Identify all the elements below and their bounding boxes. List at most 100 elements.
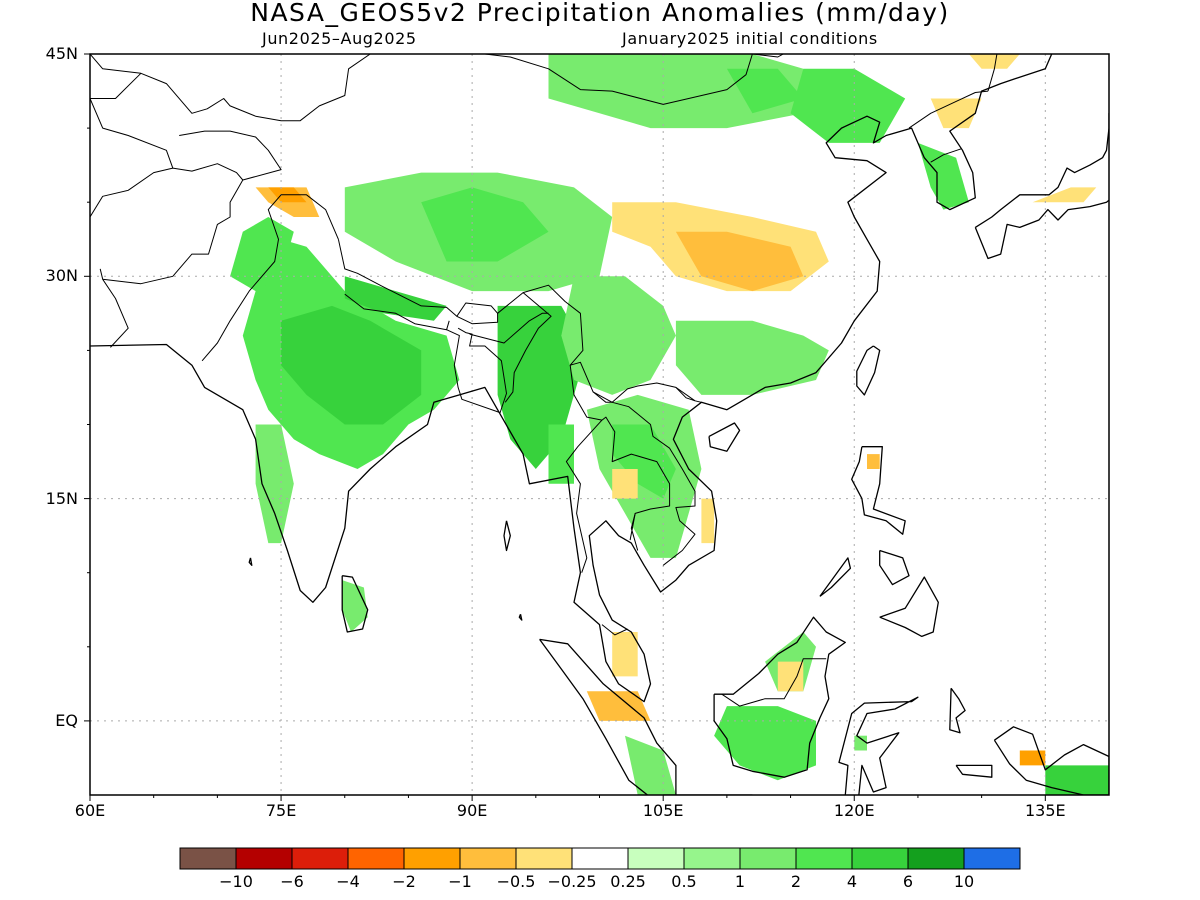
anomaly-region-manchuria-dry <box>968 54 1020 69</box>
colorbar-label: 10 <box>953 872 975 891</box>
border-himalaya-north <box>337 239 696 403</box>
coastline-taiwan <box>856 345 881 396</box>
coastline-visayas <box>879 549 910 586</box>
coastline-halmahera <box>949 687 966 734</box>
border-assam <box>469 312 549 344</box>
forecast-period: Jun2025–Aug2025 <box>262 29 417 48</box>
colorbar-swatch <box>571 847 629 870</box>
border-afghanistan <box>90 163 244 285</box>
border-tajik-kyrgyz <box>179 130 282 181</box>
anomaly-region-ne-korea <box>930 98 982 129</box>
anomaly-region-laos-core <box>612 424 676 499</box>
anomaly-region-vietnam-coast <box>701 498 715 544</box>
colorbar-swatch <box>235 847 293 870</box>
coastline-nicobar <box>518 613 523 621</box>
border-kazakh <box>90 54 371 122</box>
border-bhutan <box>456 313 499 325</box>
colorbar-label: −0.25 <box>547 872 597 891</box>
lon-label-120e: 120E <box>833 801 875 820</box>
lon-label-60e: 60E <box>74 801 106 820</box>
colorbar-label: −6 <box>280 872 304 891</box>
border-uzbek <box>90 72 142 99</box>
coastline-layer <box>90 39 1134 795</box>
border-myanmar-thailand <box>565 365 603 573</box>
coastline-seram <box>955 764 993 778</box>
colorbar-swatch <box>907 847 965 870</box>
colorbar-swatch <box>403 847 461 870</box>
anomaly-region-nepal-himalaya <box>344 276 447 321</box>
border-laos-thailand <box>601 416 671 541</box>
colorbar-label: −10 <box>219 872 253 891</box>
anomaly-region-sumatra-south <box>625 735 676 795</box>
anomaly-region-south-china <box>675 320 829 395</box>
coastline-sri-lanka <box>341 575 369 633</box>
border-mongolia-china-e <box>752 54 785 58</box>
initial-conditions: January2025 initial conditions <box>622 29 878 48</box>
anomaly-region-sichuan-yunnan <box>561 276 676 395</box>
anomaly-region-myanmar-south <box>548 424 574 484</box>
colorbar-label: −4 <box>336 872 360 891</box>
lon-label-75e: 75E <box>265 801 297 820</box>
colorbar-swatch <box>347 847 405 870</box>
coastline-mainland-asia <box>90 54 1053 703</box>
colorbar-label: −0.5 <box>496 872 536 891</box>
border-china-mongolia <box>440 54 753 105</box>
colorbar-swatch <box>515 847 573 870</box>
colorbar-label: 0.5 <box>671 872 697 891</box>
border-borneo-border <box>721 658 827 707</box>
anomaly-region-korea <box>917 142 969 210</box>
colorbar-swatch <box>683 847 741 870</box>
colorbar-swatch <box>627 847 685 870</box>
border-korea-dmz <box>930 148 962 163</box>
anomaly-region-sri-lanka <box>342 580 368 632</box>
border-china-russia <box>987 54 1020 92</box>
anomaly-region-indus-area <box>230 217 294 292</box>
coastline-sulawesi <box>838 696 919 795</box>
coastline-luzon <box>851 446 906 535</box>
border-central-asia <box>90 98 174 169</box>
colorbar-swatch <box>291 847 349 870</box>
anomaly-fill-layer <box>230 54 1109 795</box>
border-nepal-south <box>344 293 450 331</box>
border-china-laos-myanmar <box>592 391 613 403</box>
colorbar-label: 6 <box>902 872 914 891</box>
anomaly-region-mongolia-east <box>726 68 804 114</box>
border-ne-india-myanmar <box>504 292 552 403</box>
lon-label-90e: 90E <box>456 801 488 820</box>
anomaly-region-luzon <box>867 454 880 469</box>
border-china-korea <box>908 90 989 129</box>
lat-label-15n: 15N <box>45 488 78 508</box>
coastline-sakhalin <box>1128 39 1134 54</box>
anomaly-region-sumatra-coast <box>586 691 651 721</box>
lon-label-135e: 135E <box>1024 801 1066 820</box>
coastline-palawan <box>819 557 852 597</box>
anomaly-region-new-guinea-west <box>1019 750 1046 766</box>
colorbar <box>179 847 1021 870</box>
anomaly-region-honshu <box>1032 187 1097 203</box>
anomaly-region-central-india-core <box>281 305 422 425</box>
anomaly-region-thailand-east <box>612 469 638 499</box>
anomaly-region-borneo-nw <box>777 661 804 692</box>
anomaly-region-png <box>1045 765 1109 795</box>
border-cambodia <box>630 513 639 551</box>
coastline-mindanao <box>879 576 939 638</box>
anomaly-region-sulawesi <box>854 735 867 751</box>
colorbar-label: 2 <box>790 872 802 891</box>
colorbar-swatch <box>739 847 797 870</box>
colorbar-label: −2 <box>392 872 416 891</box>
colorbar-label: 0.25 <box>610 872 646 891</box>
lat-label-30n: 30N <box>45 266 78 286</box>
colorbar-label: −1 <box>448 872 472 891</box>
border-laos-vietnam <box>612 401 696 566</box>
coastline-new-guinea <box>993 726 1109 795</box>
colorbar-swatch <box>963 847 1021 870</box>
anomaly-region-tibet-core <box>421 187 549 262</box>
anomaly-region-borneo <box>714 706 816 781</box>
colorbar-swatch <box>851 847 909 870</box>
coastline-andaman <box>503 520 511 552</box>
lat-label-45n: 45N <box>45 44 78 63</box>
anomaly-region-west-india-coast <box>255 424 294 544</box>
chart-title: NASA_GEOS5v2 Precipitation Anomalies (mm… <box>250 0 950 27</box>
border-pakistan-india <box>201 194 339 362</box>
